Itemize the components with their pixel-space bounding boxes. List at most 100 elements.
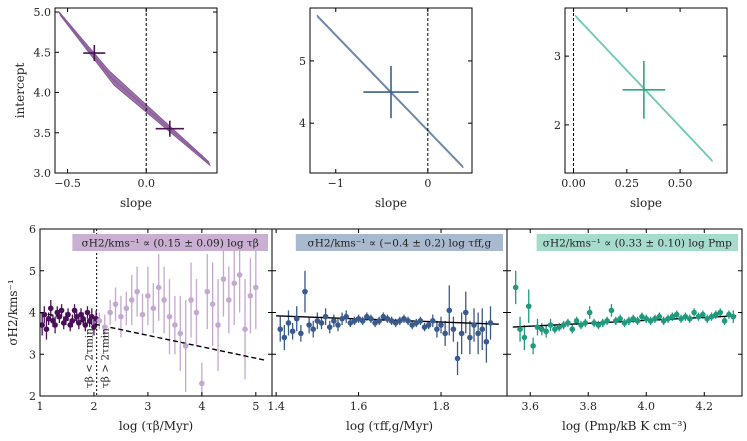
- plot-area: [512, 270, 737, 355]
- data-point: [678, 315, 684, 322]
- y-axis-label: σH2/kms⁻¹: [6, 279, 20, 345]
- data-point: [704, 315, 710, 322]
- fit-line: [40, 311, 267, 362]
- data-point: [388, 318, 395, 324]
- posterior-band: [58, 11, 211, 167]
- data-point: [145, 293, 151, 299]
- axes-frame: [54, 7, 218, 174]
- data-point: [647, 318, 654, 324]
- data-point: [475, 330, 481, 337]
- data-point: [578, 322, 584, 328]
- data-point: [462, 309, 469, 316]
- data-point: [96, 318, 103, 324]
- x-tick-label: 1.8: [432, 400, 450, 413]
- data-point: [726, 311, 732, 318]
- data-point: [621, 320, 628, 326]
- data-point: [88, 313, 95, 320]
- x-tick-label: 0.0: [137, 177, 155, 190]
- data-point: [326, 324, 333, 330]
- data-point: [446, 307, 453, 314]
- data-point: [226, 297, 232, 303]
- data-point: [599, 320, 606, 326]
- data-point: [512, 284, 519, 291]
- data-point: [565, 320, 571, 326]
- panel-top-1: −0.5 0.0 3.0 3.5 4.0 4.5 5.0 slope intercept: [13, 6, 218, 210]
- vline-label-below: τβ < 2τmin: [84, 328, 96, 388]
- data-point: [429, 318, 436, 324]
- data-point: [80, 315, 86, 322]
- axes-frame: [506, 228, 743, 397]
- data-point: [161, 297, 167, 303]
- annotation-text: σH2/kms⁻¹ ∝ (−0.4 ± 0.2) log τff,g: [308, 238, 492, 250]
- data-point: [384, 315, 391, 322]
- data-point: [364, 313, 370, 320]
- data-point: [717, 309, 724, 316]
- data-point: [78, 311, 84, 318]
- annotation-box: [295, 234, 503, 251]
- vline-label-above: τβ > 2τmin: [100, 328, 112, 388]
- data-point: [306, 322, 312, 328]
- data-point: [586, 309, 593, 316]
- data-point: [50, 318, 56, 324]
- data-point: [665, 315, 671, 322]
- data-point: [45, 315, 52, 322]
- data-point: [604, 318, 610, 324]
- data-point: [112, 301, 119, 307]
- data-point: [392, 320, 399, 326]
- data-point: [560, 322, 567, 328]
- data-point: [556, 324, 563, 330]
- x-tick-label: −0.5: [54, 177, 81, 190]
- x-tick-label: 1.4: [267, 400, 285, 413]
- data-point: [525, 303, 532, 310]
- data-point: [434, 326, 440, 333]
- data-point: [417, 318, 424, 324]
- x-tick-label: 4.2: [696, 400, 714, 413]
- data-point: [630, 315, 637, 322]
- y-tick-label: 2: [29, 390, 36, 403]
- x-tick-label: 5: [252, 400, 259, 413]
- data-point: [47, 305, 54, 312]
- data-point: [534, 324, 541, 330]
- x-axis-label: slope: [630, 196, 662, 210]
- y-axis-label: intercept: [13, 63, 27, 119]
- x-axis-label: log (τβ/Myr): [119, 419, 193, 433]
- data-point: [397, 318, 403, 324]
- data-point: [182, 343, 189, 349]
- data-point: [60, 320, 67, 326]
- data-point: [199, 380, 205, 387]
- data-point: [236, 272, 243, 278]
- data-point: [134, 288, 140, 295]
- y-tick-label: 6: [29, 223, 36, 236]
- data-point: [355, 315, 362, 322]
- data-point: [547, 322, 554, 328]
- plot-area: [276, 270, 499, 376]
- data-point: [573, 318, 580, 324]
- data-point: [652, 315, 658, 322]
- data-point: [128, 297, 135, 303]
- panel-top-3: 0.00 0.25 0.50 2 3 slope: [554, 7, 728, 210]
- data-point: [617, 315, 623, 322]
- data-point: [458, 330, 465, 337]
- data-point: [247, 293, 254, 299]
- data-point: [708, 313, 715, 320]
- posterior-ridge: [59, 13, 210, 164]
- x-axis-label: slope: [375, 196, 407, 210]
- data-point: [310, 326, 317, 333]
- data-point: [188, 297, 194, 303]
- data-point: [76, 320, 82, 326]
- data-point: [40, 322, 45, 328]
- data-point: [713, 311, 719, 318]
- data-point: [582, 320, 589, 326]
- x-tick-label: 1: [37, 400, 44, 413]
- data-point: [721, 318, 728, 324]
- annotation-box: [536, 234, 738, 251]
- data-point: [302, 288, 308, 295]
- data-point: [139, 311, 146, 318]
- y-tick-label: 5: [29, 265, 36, 278]
- data-point: [425, 322, 432, 328]
- data-point: [177, 330, 184, 337]
- data-point: [639, 313, 645, 320]
- data-point: [380, 313, 387, 320]
- y-tick-label: 5.0: [34, 6, 52, 19]
- data-point: [73, 313, 80, 320]
